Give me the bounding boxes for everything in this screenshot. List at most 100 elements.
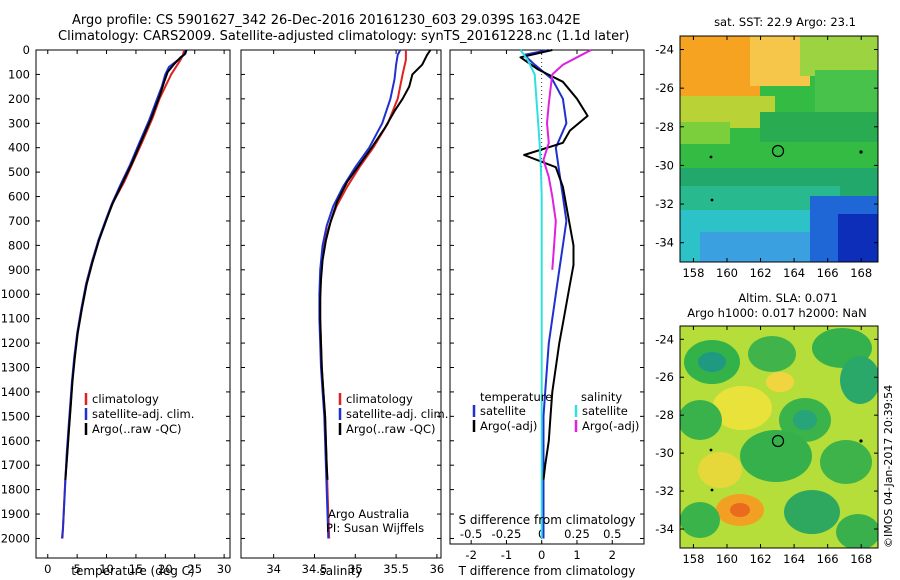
- x-tick-label: 5: [73, 562, 80, 576]
- depth-tick-label: 1200: [1, 336, 30, 350]
- lon-tick-label: 162: [750, 266, 772, 280]
- lon-tick-label: 166: [817, 266, 839, 280]
- depth-tick-label: 200: [8, 92, 30, 106]
- argo-float-marker: [771, 434, 785, 448]
- temperature-legend: climatology satellite-adj. clim. Argo(..…: [84, 392, 194, 436]
- float-dot: [710, 198, 714, 202]
- x-tick-label: 35: [348, 562, 363, 576]
- x-tick-label: 34.5: [302, 562, 328, 576]
- sst-map-title: sat. SST: 22.9 Argo: 23.1: [714, 15, 856, 29]
- s-diff-tick-label: -0.25: [492, 527, 522, 541]
- temperature-xlabel: temperature (deg C): [71, 564, 194, 578]
- t-diff-tick-label: 2: [609, 548, 616, 562]
- t-diff-tick-label: 0: [538, 548, 545, 562]
- depth-tick-label: 0: [23, 43, 30, 57]
- t-diff-tick-label: 1: [573, 548, 580, 562]
- salinity-depth-ticks: [241, 49, 441, 539]
- depth-tick-label: 400: [8, 141, 30, 155]
- depth-tick-label: 100: [8, 67, 30, 81]
- lon-tick-label: 168: [850, 552, 872, 566]
- lon-tick-label: 166: [817, 552, 839, 566]
- x-tick-label: 36: [430, 562, 445, 576]
- sla-map-title-line1: Altim. SLA: 0.071: [738, 291, 837, 305]
- lon-tick-label: 158: [682, 266, 704, 280]
- lat-tick-label: -32: [655, 484, 674, 498]
- legend-t-satellite-label: satellite: [480, 404, 526, 418]
- depth-tick-label: 1700: [1, 458, 30, 472]
- legend-climatology-label: climatology: [346, 392, 413, 406]
- s-diff-tick-label: -0.5: [460, 527, 482, 541]
- salinity-axis-ticks: 34 34.5 35 35.5 36: [266, 50, 444, 576]
- figure-title-line1: Argo profile: CS 5901627_342 26-Dec-2016…: [72, 13, 581, 28]
- x-tick-label: 34: [266, 562, 281, 576]
- temperature-profiles: [60, 49, 188, 539]
- credit-pi-name: PI: Susan Wijffels: [326, 521, 424, 535]
- lat-tick-label: -28: [655, 120, 674, 134]
- depth-axis-ticks: 0 100 200 300 400 500 600 700 800 900 1000 1100 1200…: [1, 43, 230, 545]
- profile-line-argo-raw-qc: [64, 49, 188, 480]
- x-tick-label: 25: [187, 562, 202, 576]
- lat-tick-label: -30: [655, 158, 674, 172]
- difference-profiles: [519, 49, 592, 539]
- sst-map-axes: 158 160 162 164 166 168 -24 -26 -28 -30 -32 -34: [655, 36, 878, 280]
- float-dot: [859, 150, 863, 154]
- legend-argo-label: Argo(..raw -QC): [92, 422, 182, 436]
- salinity-axes-box: [240, 49, 442, 559]
- salinity-panel: 34 34.5 35 35.5 36 salinity climatology sate…: [240, 49, 448, 578]
- float-dot: [859, 439, 863, 443]
- float-dot: [709, 448, 713, 452]
- profile-line-temperature-argo-adj: [519, 49, 589, 480]
- depth-tick-label: 800: [8, 238, 30, 252]
- temperature-axis-ticks: 0 5 10 15 20 25 30: [44, 50, 231, 576]
- x-tick-label: 0: [44, 562, 51, 576]
- sst-map-panel: sat. SST: 22.9 Argo: 23.1: [655, 15, 879, 280]
- float-dot: [710, 488, 714, 492]
- t-diff-tick-label: -2: [465, 548, 476, 562]
- profile-line-temperature-satellite: [523, 49, 568, 539]
- depth-tick-label: 300: [8, 116, 30, 130]
- lat-tick-label: -34: [655, 522, 674, 536]
- depth-tick-label: 500: [8, 165, 30, 179]
- depth-tick-label: 2000: [1, 531, 30, 545]
- legend-s-argo-label: Argo(-adj): [582, 419, 639, 433]
- x-tick-label: 30: [217, 562, 232, 576]
- salinity-xlabel: salinity: [319, 564, 362, 578]
- lon-tick-label: 160: [716, 552, 738, 566]
- lon-tick-label: 164: [783, 266, 805, 280]
- salinity-legend: climatology satellite-adj. clim. Argo(..…: [338, 392, 448, 436]
- sla-map-panel: Altim. SLA: 0.071 Argo h1000: 0.017 h200…: [655, 291, 895, 566]
- legend-argo-label: Argo(..raw -QC): [346, 422, 436, 436]
- legend-s-satellite-label: satellite: [582, 404, 628, 418]
- lat-tick-label: -28: [655, 408, 674, 422]
- sla-map-axes: 158 160 162 164 166 168 -24 -26 -28 -30 -32 -34: [655, 326, 878, 566]
- depth-tick-label: 900: [8, 263, 30, 277]
- lat-tick-label: -26: [655, 81, 674, 95]
- difference-depth-ticks: [450, 49, 644, 539]
- legend-t-argo-label: Argo(-adj): [480, 419, 537, 433]
- x-tick-label: 15: [129, 562, 144, 576]
- lon-tick-label: 160: [716, 266, 738, 280]
- t-diff-tick-label: -1: [501, 548, 512, 562]
- depth-tick-label: 1300: [1, 361, 30, 375]
- depth-tick-label: 1900: [1, 507, 30, 521]
- depth-tick-label: 1500: [1, 409, 30, 423]
- x-tick-label: 20: [158, 562, 173, 576]
- lat-tick-label: -30: [655, 446, 674, 460]
- lon-tick-label: 164: [783, 552, 805, 566]
- temperature-axes-box: [35, 49, 231, 559]
- x-tick-label: 35.5: [383, 562, 409, 576]
- lon-tick-label: 162: [750, 552, 772, 566]
- depth-tick-label: 1000: [1, 287, 30, 301]
- depth-tick-label: 1600: [1, 434, 30, 448]
- depth-tick-label: 1400: [1, 385, 30, 399]
- legend-satellite-label: satellite-adj. clim.: [346, 407, 448, 421]
- x-tick-label: 10: [99, 562, 114, 576]
- s-diff-tick-label: 0.5: [603, 527, 621, 541]
- sla-map-title-line2: Argo h1000: 0.017 h2000: NaN: [687, 306, 866, 320]
- lat-tick-label: -26: [655, 370, 674, 384]
- depth-tick-label: 1100: [1, 312, 30, 326]
- profile-line-salinity-satellite: [519, 49, 543, 539]
